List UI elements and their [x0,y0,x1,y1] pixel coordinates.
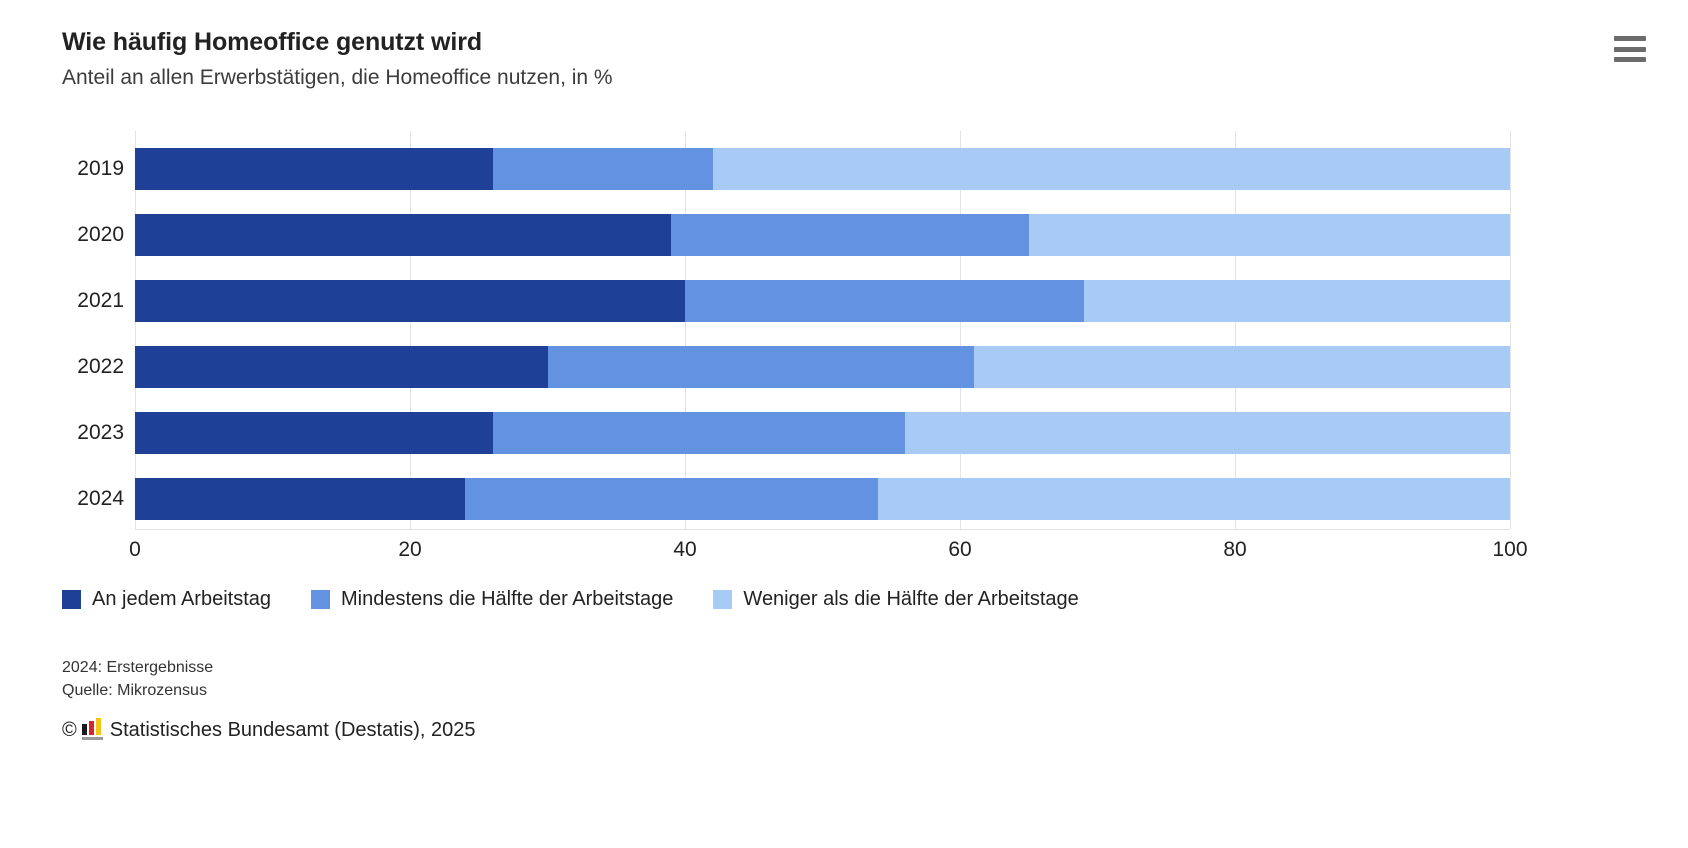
legend-item[interactable]: Mindestens die Hälfte der Arbeitstage [311,588,673,611]
logo-bar-red [88,721,94,735]
x-axis-tick-label: 80 [1223,538,1247,561]
chart-legend: An jedem Arbeitstag Mindestens die Hälfte… [62,588,1119,611]
chart-subtitle: Anteil an allen Erwerbstätigen, die Home… [62,66,613,89]
y-axis-tick-label: 2024 [77,487,124,510]
bar-segment[interactable] [492,148,713,190]
gridline-0 [135,131,136,529]
x-axis-tick-label: 20 [398,538,422,561]
bar-segment[interactable] [1028,214,1510,256]
legend-swatch-icon [713,590,733,609]
bar-row [135,478,1510,520]
bar-segment[interactable] [135,214,672,256]
logo-bar-black [81,724,87,735]
copyright-line: © Statistisches Bundesamt (Destatis), 20… [62,718,476,742]
menu-bar-3 [1614,57,1646,62]
gridline-40 [685,131,686,529]
y-axis-tick-label: 2023 [77,421,124,444]
bar-segment[interactable] [1083,280,1510,322]
gridline-100 [1510,131,1511,529]
hamburger-menu-icon[interactable] [1614,36,1646,62]
x-axis-line [135,529,1510,530]
y-axis-tick-label: 2019 [77,157,124,180]
bar-segment[interactable] [712,148,1510,190]
legend-item[interactable]: An jedem Arbeitstag [62,588,271,611]
bar-segment[interactable] [492,412,905,454]
bar-segment[interactable] [877,478,1510,520]
bar-row [135,346,1510,388]
legend-swatch-icon [62,590,81,609]
y-axis-tick-label: 2022 [77,355,124,378]
legend-label: An jedem Arbeitstag [92,588,271,610]
chart-plot-area [135,131,1510,529]
x-axis-tick-label: 0 [129,538,141,561]
page-title: Wie häufig Homeoffice genutzt wird [62,28,482,56]
menu-bar-1 [1614,36,1646,41]
bar-segment[interactable] [135,412,493,454]
bar-segment[interactable] [135,280,685,322]
copyright-text: Statistisches Bundesamt (Destatis), 2025 [109,719,476,741]
footnote-line-2: Quelle: Mikrozensus [62,682,207,700]
chart-footnotes: 2024: Erstergebnisse Quelle: Mikrozensus [62,656,213,702]
bar-segment[interactable] [135,478,465,520]
menu-bar-2 [1614,46,1646,52]
bar-segment[interactable] [973,346,1510,388]
bar-segment[interactable] [465,478,878,520]
bar-segment[interactable] [135,346,548,388]
destatis-bar-logo-icon [81,718,103,740]
x-axis-tick-label: 60 [948,538,972,561]
bar-segment[interactable] [671,214,1029,256]
x-axis-tick-label: 40 [673,538,697,561]
copyright-symbol: © [62,719,77,741]
bar-row [135,214,1510,256]
bar-segment[interactable] [547,346,974,388]
gridline-20 [410,131,411,529]
footnote-line-1: 2024: Erstergebnisse [62,659,214,676]
gridline-60 [960,131,961,529]
gridline-80 [1235,131,1236,529]
bar-row [135,148,1510,190]
legend-label: Weniger als die Hälfte der Arbeitstage [743,588,1079,610]
bar-row [135,280,1510,322]
bar-segment[interactable] [685,280,1084,322]
x-axis-tick-label: 100 [1492,538,1528,561]
legend-item[interactable]: Weniger als die Hälfte der Arbeitstage [713,588,1079,611]
bar-segment[interactable] [135,148,493,190]
y-axis-tick-label: 2020 [77,223,124,246]
legend-swatch-icon [311,590,330,609]
y-axis-tick-label: 2021 [77,289,124,312]
bar-row [135,412,1510,454]
logo-bar-gold [95,718,101,735]
bar-segment[interactable] [905,412,1510,454]
legend-label: Mindestens die Hälfte der Arbeitstage [341,588,674,610]
chart-gridlines [135,131,1511,529]
